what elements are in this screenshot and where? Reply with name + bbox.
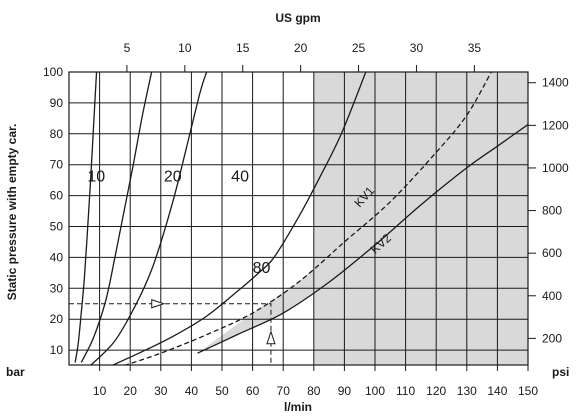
- y-tick-label: 100: [43, 65, 63, 79]
- curve-kv2: [197, 123, 528, 354]
- y-axis-label: Static pressure with empty car.: [5, 124, 19, 301]
- reading-guide-line: [69, 303, 272, 366]
- curve-80: [111, 72, 367, 365]
- shaded-band: [197, 72, 528, 354]
- x-tick-label: 10: [93, 384, 107, 398]
- curve-label-80: 80: [253, 260, 271, 277]
- curve-label-40: 40: [231, 169, 249, 186]
- right-unit-label: psi: [552, 365, 569, 379]
- top-tick-label: 10: [178, 41, 192, 55]
- curve-label-20: 20: [164, 169, 182, 186]
- x-tick-label: 120: [426, 384, 446, 398]
- y-tick-label: 50: [50, 220, 64, 234]
- curve-kv1: [123, 72, 492, 365]
- y-tick-label: 30: [50, 281, 64, 295]
- top-tick-label: 25: [352, 41, 366, 55]
- x-tick-label: 20: [124, 384, 138, 398]
- y-tick-label: 10: [50, 343, 64, 357]
- right-tick-label: 200: [542, 331, 562, 345]
- right-tick-label: 600: [542, 246, 562, 260]
- x-tick-label: 130: [457, 384, 477, 398]
- x-tick-label: 140: [487, 384, 507, 398]
- y-tick-label: 70: [50, 158, 64, 172]
- x-tick-label: 70: [277, 384, 291, 398]
- curve-20: [80, 72, 153, 363]
- x-tick-label: 80: [307, 384, 321, 398]
- right-tick-label: 400: [542, 289, 562, 303]
- x-axis-label: l/min: [284, 400, 312, 414]
- y-tick-label: 80: [50, 127, 64, 141]
- x-tick-label: 30: [154, 384, 168, 398]
- top-tick-label: 5: [124, 41, 131, 55]
- x-tick-label: 110: [396, 384, 415, 398]
- x-tick-label: 150: [518, 384, 538, 398]
- top-tick-label: 15: [236, 41, 250, 55]
- top-tick-label: 35: [468, 41, 482, 55]
- right-tick-label: 1000: [542, 161, 569, 175]
- top-axis-label: US gpm: [275, 11, 320, 25]
- x-tick-label: 50: [215, 384, 229, 398]
- curve-label-10: 10: [87, 169, 105, 186]
- curve-40: [90, 72, 208, 365]
- x-tick-label: 60: [246, 384, 260, 398]
- arrow-right-icon: [151, 299, 166, 309]
- top-tick-label: 30: [410, 41, 424, 55]
- plot-frame: [68, 71, 529, 366]
- arrow-up-icon: [266, 330, 276, 345]
- top-tick-label: 20: [294, 41, 308, 55]
- right-tick-label: 800: [542, 204, 562, 218]
- curve-10: [74, 72, 98, 363]
- right-tick-label: 1400: [542, 76, 569, 90]
- y-tick-label: 90: [50, 96, 64, 110]
- y-unit-label: bar: [6, 365, 25, 379]
- y-tick-label: 40: [50, 250, 64, 264]
- right-tick-label: 1200: [542, 118, 569, 132]
- x-tick-label: 90: [338, 384, 352, 398]
- y-tick-label: 60: [50, 189, 64, 203]
- y-tick-label: 20: [50, 312, 64, 326]
- x-tick-label: 100: [365, 384, 385, 398]
- x-tick-label: 40: [185, 384, 199, 398]
